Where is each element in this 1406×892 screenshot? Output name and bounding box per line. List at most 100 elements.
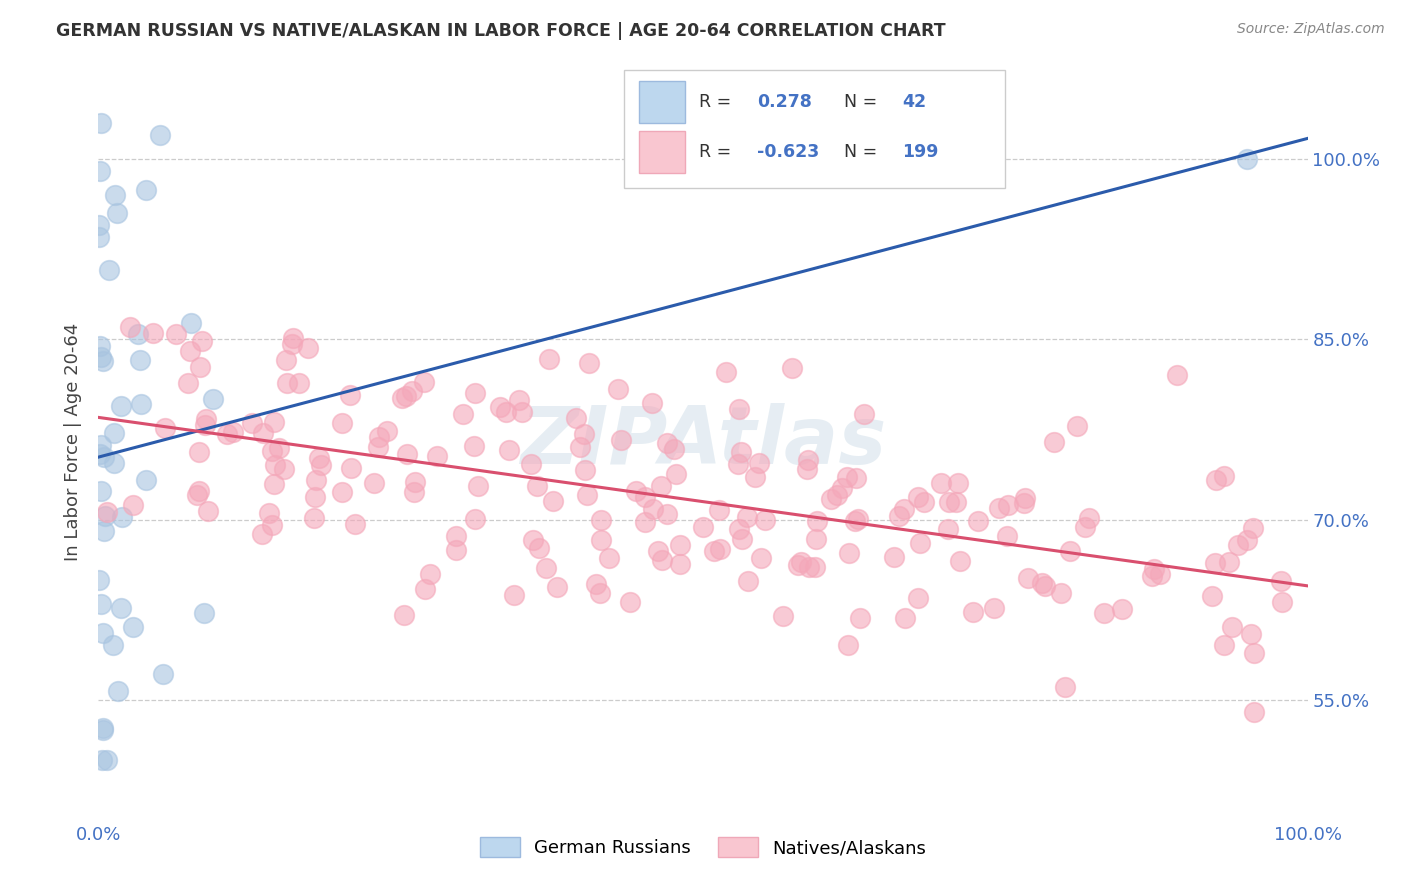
Point	[610, 433, 633, 447]
Point	[90, 754, 112, 768]
Point	[650, 479, 672, 493]
Point	[626, 483, 648, 498]
Point	[149, 128, 172, 142]
Point	[489, 401, 512, 415]
Point	[887, 509, 910, 524]
Point	[93, 524, 115, 538]
Point	[96, 505, 118, 519]
Point	[908, 536, 931, 550]
Point	[1143, 561, 1166, 575]
Point	[714, 365, 737, 379]
Point	[288, 376, 311, 390]
Y-axis label: In Labor Force | Age 20-64: In Labor Force | Age 20-64	[65, 322, 83, 561]
Point	[598, 551, 620, 566]
Point	[110, 601, 132, 615]
Point	[1204, 556, 1226, 570]
Point	[129, 353, 152, 368]
Point	[1050, 586, 1073, 600]
Point	[619, 595, 641, 609]
Point	[669, 558, 692, 572]
Point	[107, 683, 129, 698]
Point	[267, 441, 290, 455]
Point	[837, 638, 859, 652]
Point	[831, 481, 853, 495]
Point	[1111, 602, 1133, 616]
Point	[796, 462, 818, 476]
Point	[188, 445, 211, 459]
Point	[1236, 152, 1258, 166]
Text: GERMAN RUSSIAN VS NATIVE/ALASKAN IN LABOR FORCE | AGE 20-64 CORRELATION CHART: GERMAN RUSSIAN VS NATIVE/ALASKAN IN LABO…	[56, 22, 946, 40]
Point	[1059, 543, 1081, 558]
Point	[790, 555, 813, 569]
Point	[1017, 571, 1039, 585]
Point	[1043, 434, 1066, 449]
Point	[495, 405, 517, 419]
Point	[820, 491, 842, 506]
Point	[96, 754, 118, 768]
Point	[502, 588, 524, 602]
Point	[568, 440, 591, 454]
Point	[853, 407, 876, 421]
Point	[1271, 595, 1294, 609]
Point	[894, 611, 917, 625]
Point	[464, 386, 486, 401]
Point	[90, 597, 112, 611]
Point	[467, 479, 489, 493]
Point	[259, 506, 281, 520]
Point	[396, 447, 419, 461]
Point	[565, 411, 588, 425]
Point	[105, 206, 128, 220]
Point	[179, 343, 201, 358]
Point	[946, 475, 969, 490]
Point	[634, 515, 657, 529]
Point	[749, 551, 772, 566]
Point	[87, 573, 110, 587]
Point	[997, 498, 1019, 512]
Point	[804, 559, 827, 574]
Point	[727, 522, 749, 536]
Point	[735, 509, 758, 524]
Point	[90, 115, 112, 129]
Point	[111, 510, 134, 524]
Point	[526, 478, 548, 492]
Point	[883, 549, 905, 564]
Point	[806, 532, 828, 546]
Point	[281, 331, 304, 345]
Point	[772, 608, 794, 623]
Point	[641, 396, 664, 410]
Point	[402, 485, 425, 500]
Point	[727, 457, 749, 471]
Bar	[638, 81, 685, 123]
Point	[799, 560, 821, 574]
Bar	[638, 131, 685, 173]
Point	[730, 445, 752, 459]
Point	[709, 542, 731, 557]
Point	[655, 436, 678, 450]
Point	[343, 516, 366, 531]
Point	[1033, 579, 1056, 593]
Point	[153, 421, 176, 435]
Point	[727, 402, 749, 417]
Bar	[624, 70, 1005, 187]
Point	[250, 526, 273, 541]
Text: 0.278: 0.278	[758, 93, 813, 111]
Point	[634, 490, 657, 504]
Point	[606, 382, 628, 396]
Point	[806, 514, 828, 528]
Point	[180, 317, 202, 331]
Text: R =: R =	[699, 93, 731, 111]
Point	[263, 415, 285, 429]
Point	[938, 522, 960, 536]
Point	[118, 320, 141, 334]
Point	[103, 426, 125, 441]
Point	[87, 218, 110, 232]
Point	[731, 532, 754, 546]
Point	[188, 483, 211, 498]
Point	[1066, 419, 1088, 434]
Text: 42: 42	[903, 93, 927, 111]
Point	[1031, 576, 1053, 591]
Point	[665, 467, 688, 482]
Point	[91, 354, 114, 368]
Point	[1201, 589, 1223, 603]
Point	[89, 338, 111, 352]
